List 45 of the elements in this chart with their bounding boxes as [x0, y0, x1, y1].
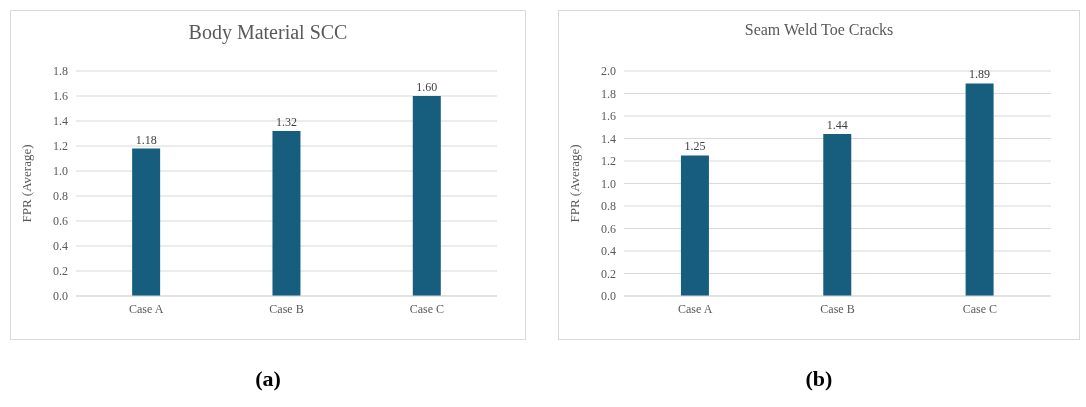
y-tick-label: 1.8 [53, 64, 68, 79]
bar [132, 148, 161, 296]
y-tick-label: 0.2 [53, 264, 68, 279]
y-tick-label: 1.8 [601, 86, 616, 101]
x-tick-label: Case C [962, 301, 998, 316]
y-tick-label: 1.4 [601, 131, 616, 146]
text: (b) [804, 366, 834, 392]
bar [680, 155, 709, 296]
y-tick-label: 1.2 [53, 139, 68, 154]
y-tick-label: 1.6 [601, 109, 616, 124]
x-tick-label: Case B [269, 301, 304, 316]
y-tick-label: 0.6 [53, 214, 68, 229]
bar [272, 131, 301, 296]
y-tick-label: 1.6 [53, 89, 68, 104]
bar [823, 134, 852, 296]
x-tick-label: Case A [128, 301, 164, 316]
bar [965, 83, 994, 296]
y-tick-label: 1.2 [601, 154, 616, 169]
y-tick-label: 1.0 [601, 176, 616, 191]
y-tick-label: 0.2 [601, 266, 616, 281]
y-tick-label: 1.4 [53, 114, 68, 129]
y-tick-label: 0.8 [601, 199, 616, 214]
data-label: 1.89 [969, 67, 991, 82]
y-tick-label: 0.0 [601, 289, 616, 304]
y-tick-label: 2.0 [601, 64, 616, 79]
y-tick-label: 0.4 [601, 244, 616, 259]
y-tick-label: 0.8 [53, 189, 68, 204]
data-label: 1.44 [826, 118, 848, 132]
y-axis-title: FPR (Average) [18, 144, 34, 223]
x-tick-label: Case A [677, 301, 713, 316]
data-label: 1.60 [416, 80, 438, 94]
data-label: 1.25 [684, 139, 706, 154]
y-tick-label: 0.0 [53, 289, 68, 304]
chart-title: Seam Weld Toe Cracks [743, 21, 895, 40]
data-label: 1.18 [135, 132, 157, 147]
y-tick-label: 0.4 [53, 239, 68, 254]
y-tick-label: 1.0 [53, 164, 68, 179]
data-label: 1.32 [275, 115, 297, 129]
y-tick-label: 0.6 [601, 221, 616, 236]
x-tick-label: Case C [409, 301, 445, 316]
y-axis-title: FPR (Average) [566, 144, 582, 223]
x-tick-label: Case B [820, 301, 855, 316]
bar [412, 96, 441, 296]
chart-title: Body Material SCC [187, 21, 349, 46]
text: (a) [254, 366, 282, 392]
